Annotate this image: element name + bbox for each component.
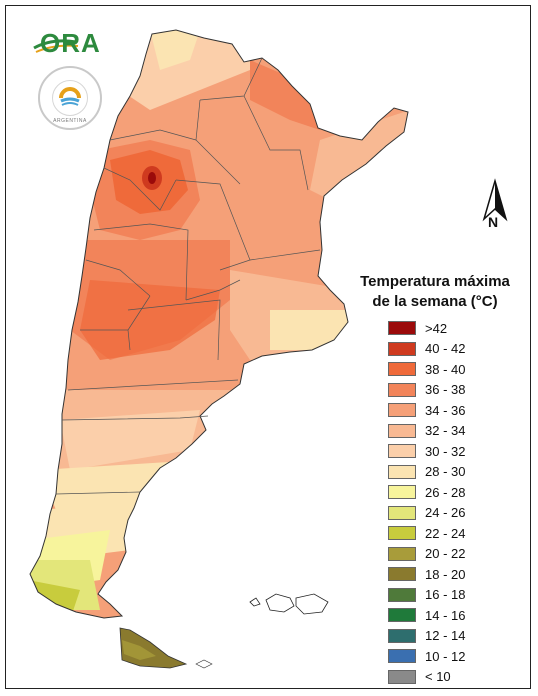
ora-swoosh-icon (33, 39, 79, 53)
legend-label: >42 (425, 320, 448, 336)
legend-swatch (388, 546, 416, 561)
legend-title: Temperatura máxima de la semana (°C) (340, 272, 530, 312)
legend-swatch (388, 669, 416, 684)
legend-label: 10 - 12 (425, 648, 466, 664)
legend-label: 36 - 38 (425, 382, 466, 398)
legend-swatch (388, 382, 416, 397)
legend-label: 40 - 42 (425, 341, 466, 357)
legend-title-line2: de la semana (°C) (372, 293, 498, 310)
legend-label: 28 - 30 (425, 464, 466, 480)
legend-label: 34 - 36 (425, 402, 466, 418)
legend-swatch (388, 362, 416, 377)
legend-swatch (388, 485, 416, 500)
ora-logo-text: ORA (40, 28, 101, 58)
legend-row: 20 - 22 (388, 544, 465, 565)
seal-emblem-icon (52, 80, 88, 116)
legend-list: >42 40 - 42 38 - 40 36 - 38 34 - 36 32 - 34 30… (388, 318, 465, 687)
legend-row: 36 - 38 (388, 380, 465, 401)
legend-label: 32 - 34 (425, 423, 466, 439)
legend-swatch (388, 567, 416, 582)
north-arrow-icon (482, 178, 508, 222)
legend-swatch (388, 526, 416, 541)
legend-row: 34 - 36 (388, 400, 465, 421)
legend-label: 38 - 40 (425, 361, 466, 377)
north-label: N (488, 214, 499, 230)
legend-title-line1: Temperatura máxima (360, 273, 510, 290)
legend-label: < 10 (425, 669, 451, 685)
legend-swatch (388, 608, 416, 623)
legend-swatch (388, 341, 416, 356)
legend-label: 12 - 14 (425, 628, 466, 644)
legend-swatch (388, 321, 416, 336)
legend-row: 10 - 12 (388, 646, 465, 667)
legend-swatch (388, 587, 416, 602)
legend-row: 26 - 28 (388, 482, 465, 503)
legend-row: 38 - 40 (388, 359, 465, 380)
legend-label: 20 - 22 (425, 546, 466, 562)
legend-swatch (388, 628, 416, 643)
seal-country-text: ARGENTINA (53, 118, 87, 124)
legend-label: 16 - 18 (425, 587, 466, 603)
legend-row: 40 - 42 (388, 339, 465, 360)
legend-row: 30 - 32 (388, 441, 465, 462)
legend-label: 18 - 20 (425, 566, 466, 582)
legend-label: 26 - 28 (425, 484, 466, 500)
legend-label: 14 - 16 (425, 607, 466, 623)
legend-swatch (388, 505, 416, 520)
legend-row: 16 - 18 (388, 585, 465, 606)
legend-swatch (388, 649, 416, 664)
legend-swatch (388, 444, 416, 459)
legend-swatch (388, 464, 416, 479)
legend-swatch (388, 403, 416, 418)
legend-row: 24 - 26 (388, 503, 465, 524)
legend-row: 18 - 20 (388, 564, 465, 585)
legend-row: 32 - 34 (388, 421, 465, 442)
legend-label: 24 - 26 (425, 505, 466, 521)
legend-row: 28 - 30 (388, 462, 465, 483)
legend-label: 30 - 32 (425, 443, 466, 459)
legend-row: < 10 (388, 667, 465, 688)
legend-label: 22 - 24 (425, 525, 466, 541)
legend-row: 22 - 24 (388, 523, 465, 544)
legend-swatch (388, 423, 416, 438)
legend-row: 14 - 16 (388, 605, 465, 626)
legend-row: >42 (388, 318, 465, 339)
legend-row: 12 - 14 (388, 626, 465, 647)
smn-seal-logo: ARGENTINA (38, 66, 102, 130)
